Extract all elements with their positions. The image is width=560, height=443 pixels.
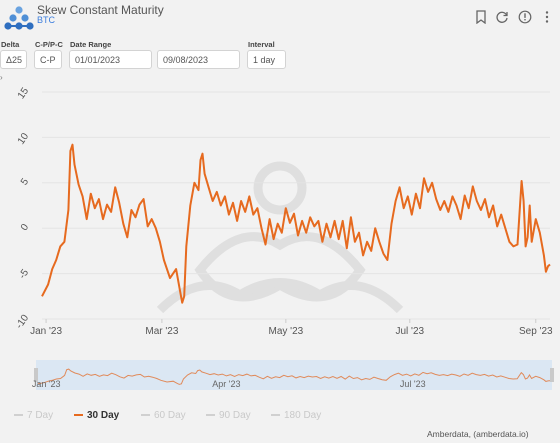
x-tick-label: Jul '23 [395, 326, 424, 337]
cp-label: C-P/P-C [35, 40, 63, 49]
bookmark-icon[interactable] [474, 10, 488, 24]
y-tick-label: 5 [19, 176, 31, 187]
navigator-x-tick-label: Jul '23 [400, 379, 426, 389]
refresh-icon[interactable] [495, 10, 509, 24]
navigator-right-handle[interactable] [550, 368, 554, 382]
navigator-x-tick-label: Apr '23 [212, 379, 240, 389]
credit-text: Amberdata, (amberdata.io) [427, 429, 529, 439]
x-tick-label: Jan '23 [30, 326, 62, 337]
start-date-input[interactable]: 01/01/2023 [69, 50, 152, 69]
legend-item-90-day[interactable]: 90 Day [206, 410, 251, 421]
range-navigator[interactable]: Jan '23 Apr '23 Jul '23 [0, 360, 560, 390]
legend-item-180-day[interactable]: 180 Day [271, 410, 321, 421]
widget-header: Skew Constant Maturity BTC [0, 0, 560, 36]
delta-select[interactable]: Δ25 [0, 50, 27, 69]
y-tick-label: 15 [16, 85, 32, 101]
widget-subtitle: BTC [37, 15, 55, 25]
series-legend: 7 Day 30 Day 60 Day 90 Day 180 Day [0, 410, 560, 424]
legend-item-7-day[interactable]: 7 Day [14, 410, 53, 421]
y-tick-label: 10 [16, 131, 32, 147]
y-tick-label: 0 [19, 222, 31, 233]
interval-label: Interval [248, 40, 275, 49]
amberdata-logo [4, 6, 34, 30]
x-tick-label: Mar '23 [145, 326, 178, 337]
series-line-30-day [41, 143, 551, 304]
skew-line-chart: 15 10 5 0 -5 -10 Jan '23 Mar '23 May '23 Jul '23… [14, 85, 553, 337]
navigator-series-line [37, 368, 551, 385]
navigator-selection[interactable] [36, 360, 552, 390]
info-icon[interactable] [518, 10, 532, 24]
legend-item-60-day[interactable]: 60 Day [141, 410, 186, 421]
watermark-logo [156, 161, 404, 314]
y-tick-label: -5 [17, 267, 31, 281]
date-range-label: Date Range [70, 40, 112, 49]
chevron-right-icon[interactable]: › [0, 73, 3, 82]
x-tick-label: Sep '23 [519, 326, 553, 337]
more-icon[interactable] [540, 10, 554, 24]
delta-label: Delta [1, 40, 20, 49]
controls-bar: Delta Δ25 C-P/P-C C-P Date Range 01/01/2… [0, 38, 560, 74]
navigator-x-tick-label: Jan '23 [32, 379, 61, 389]
widget-title: Skew Constant Maturity [37, 3, 164, 17]
interval-select[interactable]: 1 day [247, 50, 286, 69]
navigator-left-handle[interactable] [34, 368, 38, 382]
legend-item-30-day[interactable]: 30 Day [74, 410, 119, 421]
end-date-input[interactable]: 09/08/2023 [157, 50, 240, 69]
x-tick-label: May '23 [268, 326, 303, 337]
y-tick-label: -10 [14, 312, 32, 331]
cp-select[interactable]: C-P [34, 50, 62, 69]
